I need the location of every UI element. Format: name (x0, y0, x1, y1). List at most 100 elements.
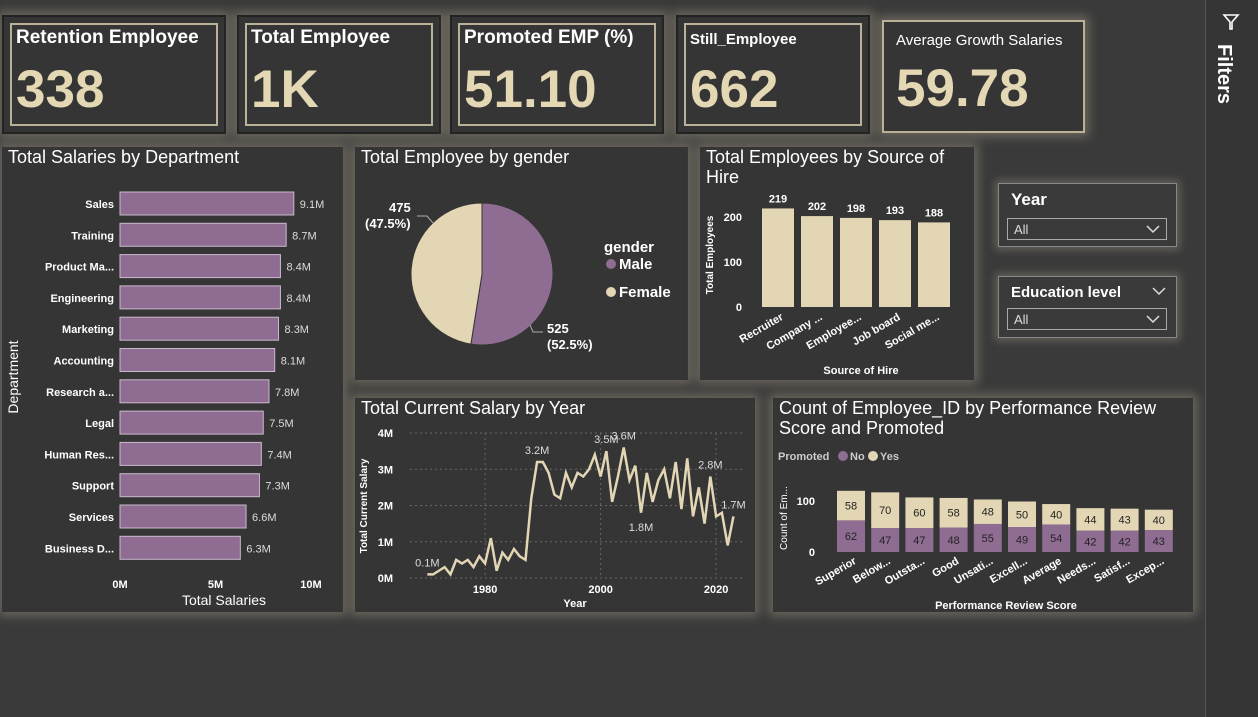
kpi-card-promoted[interactable]: Promoted EMP (%) 51.10 (450, 15, 664, 134)
education-dropdown[interactable]: All (1007, 308, 1167, 330)
employees-by-source-chart[interactable]: Total Employees by Source of Hire 0 100 20… (700, 147, 974, 380)
bar-segment-no (871, 528, 900, 552)
kpi-card-total-employee[interactable]: Total Employee 1K (237, 15, 441, 134)
bar (119, 535, 241, 560)
year-dropdown[interactable]: All (1007, 218, 1167, 240)
dropdown-value: All (1014, 312, 1029, 327)
data-label: 8.1M (281, 356, 305, 368)
data-label: 70 (879, 505, 891, 517)
legend-dot (838, 451, 848, 461)
tick-label: 0 (809, 547, 815, 559)
data-label: 6.3M (246, 543, 270, 555)
data-label: 58 (845, 501, 857, 513)
legend-label: Yes (880, 451, 899, 463)
education-slicer[interactable]: Education level All (998, 276, 1177, 338)
data-label: 2.8M (698, 460, 722, 472)
bar-segment-no (1076, 530, 1105, 552)
category-label: Superior (813, 555, 859, 588)
bar-segment-yes (973, 499, 1002, 524)
bar (801, 216, 833, 307)
chart-title: Total Salaries by Department (8, 147, 240, 167)
data-label: 48 (982, 507, 994, 519)
kpi-frame (458, 23, 656, 126)
category-label: Average (1020, 555, 1063, 587)
bar-segment-yes (1042, 504, 1071, 525)
data-label: 60 (913, 508, 925, 520)
tick-label: 5M (208, 579, 223, 591)
leader-line (529, 324, 543, 333)
data-label: 6.6M (252, 512, 276, 524)
chart-title: Total Current Salary by Year (361, 398, 586, 418)
chevron-down-icon[interactable] (1152, 286, 1166, 296)
kpi-card-retention[interactable]: Retention Employee 338 (2, 15, 226, 134)
bar-segment-no (905, 528, 934, 552)
data-label: 62 (845, 531, 857, 543)
bar (918, 222, 950, 307)
tick-label: 0M (378, 573, 393, 585)
pie-slice (470, 202, 554, 346)
legend-dot (606, 287, 616, 297)
data-label: 3.6M (611, 431, 635, 443)
legend-title: Promoted (778, 451, 829, 463)
tick-label: 2000 (588, 584, 612, 596)
y-axis-label: Total Current Salary (359, 458, 370, 553)
kpi-card-still-employee[interactable]: Still_Employee 662 (676, 15, 870, 134)
slice-pct-label: (52.5%) (547, 337, 593, 352)
kpi-card-avg-growth[interactable]: Average Growth Salaries 59.78 (882, 20, 1085, 133)
slicer-title: Year (1011, 190, 1047, 209)
legend-dot (868, 451, 878, 461)
slice-value-label: 525 (547, 321, 569, 336)
data-label: 40 (1050, 509, 1062, 521)
tick-label: 1M (378, 537, 393, 549)
year-slicer[interactable]: Year All (998, 183, 1177, 247)
bar (119, 379, 270, 404)
category-label: Product Ma... (45, 262, 114, 274)
bar-segment-yes (871, 492, 900, 529)
department-bar-chart: Sales 9.1M Training 8.7M Product Ma... 8.4M En… (5, 191, 324, 608)
kpi-label: Still_Employee (690, 31, 797, 48)
filter-icon[interactable] (1222, 13, 1240, 31)
tick-label: 3M (378, 464, 393, 476)
data-label: 40 (1153, 515, 1165, 527)
bar-segment-no (939, 527, 968, 552)
data-label: 48 (947, 535, 959, 547)
dropdown-value: All (1014, 222, 1029, 237)
legend-label: No (850, 451, 865, 463)
kpi-label: Retention Employee (16, 27, 199, 48)
data-label: 49 (1016, 535, 1028, 547)
category-label: Business D... (45, 543, 114, 555)
tick-label: 200 (724, 212, 742, 224)
tick-label: 10M (300, 579, 321, 591)
x-axis-label: Total Salaries (182, 592, 266, 608)
filters-pane[interactable] (1205, 0, 1258, 717)
x-axis-label: Source of Hire (823, 365, 898, 377)
bar (119, 254, 281, 279)
chart-title: Count of Employee_ID by Performance Revi… (779, 398, 1157, 438)
bar-segment-yes (939, 497, 968, 528)
data-label: 7.5M (269, 418, 293, 430)
salaries-by-department-chart[interactable]: Total Salaries by Department Sales 9.1M Tr… (2, 147, 343, 612)
tick-label: 4M (378, 428, 393, 440)
salary-line-chart: 0M 1M 2M 3M 4M 1980 2000 2020 0.1M 3.2M 3.5M3.6M 1.… (359, 428, 746, 610)
data-label: 8.4M (286, 262, 310, 274)
chevron-down-icon (1146, 315, 1160, 324)
data-label: 202 (808, 201, 826, 213)
bar-segment-yes (1144, 509, 1173, 531)
bar-segment-yes (1008, 501, 1036, 528)
data-label: 8.7M (292, 230, 316, 242)
chart-title: Total Employees by Source of Hire (706, 147, 945, 187)
bar-segment-yes (905, 497, 934, 529)
performance-review-chart[interactable]: Count of Employee_ID by Performance Revi… (773, 398, 1193, 612)
salary-by-year-chart[interactable]: Total Current Salary by Year 0M 1M 2M 3M 4M 1… (355, 398, 755, 612)
bar-segment-no (1008, 527, 1036, 552)
filters-label[interactable]: Filters (1213, 44, 1235, 105)
data-label: 7.8M (275, 387, 299, 399)
bar (119, 410, 264, 435)
kpi-value: 662 (690, 60, 779, 119)
category-label: Engineering (50, 293, 114, 305)
employee-by-gender-chart[interactable]: Total Employee by gender 525 (52.5%) 475 (4… (355, 147, 688, 380)
category-label: Accounting (54, 356, 115, 368)
slice-pct-label: (47.5%) (365, 216, 411, 231)
series-line (427, 447, 735, 577)
